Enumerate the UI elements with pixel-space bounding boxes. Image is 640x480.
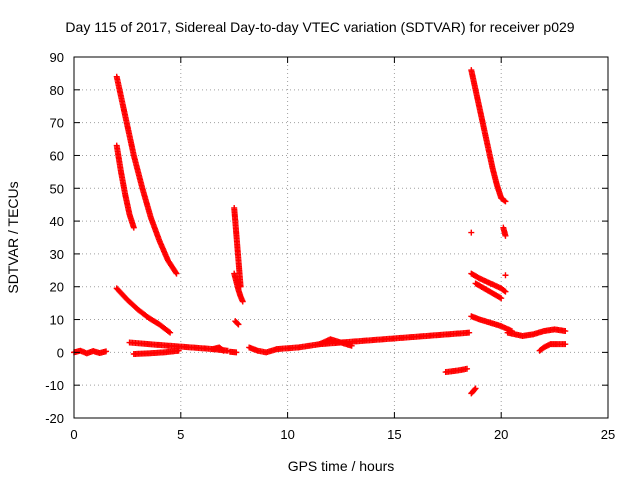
x-tick-label: 10 [280,427,294,442]
data-point [235,321,242,328]
data-point [502,198,509,205]
data-point-fill [165,328,172,335]
data-point [130,224,137,231]
data-point [502,288,509,295]
x-tick-label: 15 [387,427,401,442]
grid-lines [74,57,608,418]
data-point-fill [496,294,503,301]
data-point [220,347,227,354]
y-tick-label: 0 [57,345,64,360]
data-point [502,272,509,279]
y-tick-label: 40 [50,214,64,229]
data-point-fill [501,287,508,294]
plot-frame [73,56,609,419]
y-tick-label: 70 [50,116,64,131]
axis-ticks: 0 5 10 15 20 25 -20 -10 0 10 20 30 40 50 60 70 80 90 [45,50,615,442]
y-tick-label: 20 [50,280,64,295]
data-point [239,298,246,305]
data-point [464,365,471,372]
data-point [167,329,174,336]
y-tick-label: 80 [50,83,64,98]
y-tick-label: 10 [50,313,64,328]
data-point [466,329,473,336]
y-tick-label: -20 [45,411,64,426]
y-tick-label: 90 [50,50,64,65]
y-tick-label: 50 [50,181,64,196]
data-point-fill [172,269,179,276]
y-tick-label: 60 [50,148,64,163]
data-point [173,270,180,277]
data-point-fill [501,197,508,204]
data-points [71,67,569,397]
data-point [502,232,509,239]
data-point [468,229,475,236]
x-tick-label: 0 [70,427,77,442]
y-axis-label: SDTVAR / TECUs [5,181,21,293]
data-point [103,348,110,355]
data-point [348,342,355,349]
data-point [233,349,240,356]
y-tick-label: 30 [50,247,64,262]
data-point [562,341,569,348]
data-point [498,295,505,302]
data-point-fill [234,320,241,327]
x-tick-label: 25 [601,427,615,442]
data-point [175,347,182,354]
chart-title: Day 115 of 2017, Sidereal Day-to-day VTE… [65,19,575,35]
x-tick-label: 20 [494,427,508,442]
x-axis-label: GPS time / hours [288,458,395,474]
data-point [562,328,569,335]
data-point-fill [219,346,226,353]
y-tick-label: -10 [45,378,64,393]
data-point [472,385,479,392]
x-tick-label: 5 [177,427,184,442]
data-point-fill [471,386,478,393]
